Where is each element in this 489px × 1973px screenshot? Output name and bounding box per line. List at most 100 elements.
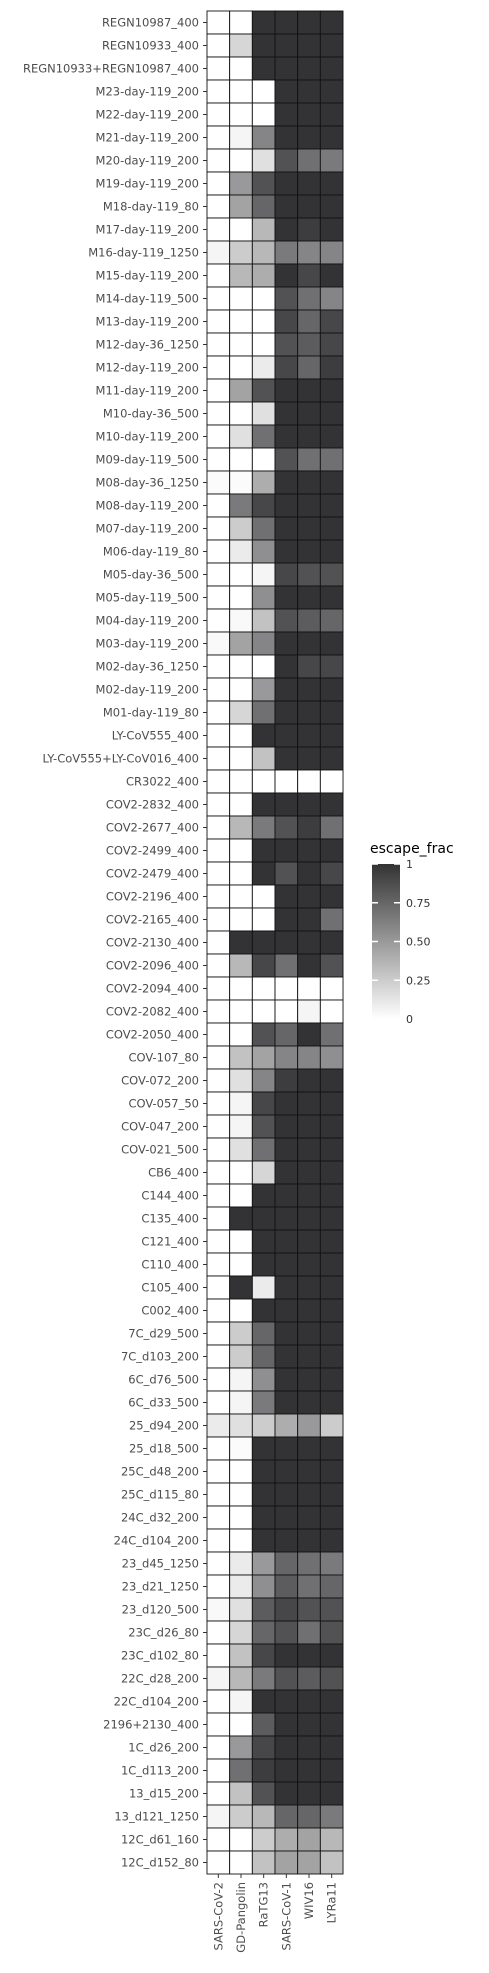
heatmap-cell [251, 1275, 276, 1300]
heatmap-cell [229, 493, 253, 518]
heatmap-cell [319, 1574, 344, 1599]
heatmap-cell [297, 1183, 321, 1208]
row-label: LY-CoV555+LY-CoV016_400 [43, 752, 199, 766]
heatmap-cell [319, 493, 344, 518]
heatmap-cell [206, 539, 231, 564]
heatmap-cell [274, 378, 299, 403]
heatmap-cell [297, 1413, 321, 1438]
heatmap-cell [206, 723, 231, 748]
heatmap-cell [206, 1482, 231, 1507]
heatmap-cell [319, 907, 344, 932]
heatmap-cell [206, 470, 231, 495]
heatmap-cell [274, 1505, 299, 1530]
heatmap-cell [297, 1298, 321, 1323]
heatmap-cell [274, 999, 299, 1024]
heatmap-cell [274, 608, 299, 633]
heatmap-cell [229, 1367, 253, 1392]
row-label: 25_d18_500 [129, 1442, 199, 1456]
heatmap-cell [274, 194, 299, 219]
heatmap-cell [319, 1321, 344, 1346]
heatmap-cell [274, 953, 299, 978]
heatmap-cell [206, 125, 231, 150]
row-label: COV-072_200 [121, 1074, 199, 1088]
row-label: 23C_d102_80 [121, 1649, 199, 1663]
heatmap-cell [319, 1781, 344, 1806]
heatmap-cell [251, 1482, 276, 1507]
heatmap-cell [319, 470, 344, 495]
heatmap-cell [319, 1344, 344, 1369]
heatmap-cell [297, 631, 321, 656]
heatmap-cell [274, 148, 299, 173]
row-label: COV2-2165_400 [106, 913, 199, 927]
heatmap-cell [206, 838, 231, 863]
heatmap-cell [274, 815, 299, 840]
heatmap-cell [274, 700, 299, 725]
heatmap-cell [229, 1275, 253, 1300]
row-label: M10-day-36_500 [103, 407, 199, 421]
heatmap-cell [251, 217, 276, 242]
heatmap-cell [251, 1597, 276, 1622]
heatmap-cell [251, 56, 276, 81]
heatmap-cell [229, 746, 253, 771]
heatmap-cell [206, 1689, 231, 1714]
heatmap-cell [297, 194, 321, 219]
heatmap-cell [229, 1666, 253, 1691]
heatmap-cell [319, 1804, 344, 1829]
heatmap-cell [251, 1252, 276, 1277]
heatmap-cell [274, 1413, 299, 1438]
row-label: COV2-2094_400 [106, 982, 199, 996]
heatmap-cell [251, 1804, 276, 1829]
heatmap-cell [274, 1252, 299, 1277]
heatmap-cell [251, 194, 276, 219]
heatmap-cell [319, 1712, 344, 1737]
heatmap-cell [206, 769, 231, 794]
row-label: 25C_d115_80 [121, 1488, 199, 1502]
heatmap-cell [251, 401, 276, 426]
heatmap-cell [297, 447, 321, 472]
heatmap-cell [274, 424, 299, 449]
heatmap-cell [297, 884, 321, 909]
heatmap-cell [297, 10, 321, 35]
heatmap-cell [251, 1781, 276, 1806]
heatmap-cell [274, 723, 299, 748]
heatmap-cell [319, 171, 344, 196]
row-label: 2196+2130_400 [103, 1718, 199, 1732]
heatmap-cell [229, 1344, 253, 1369]
heatmap-cell [206, 79, 231, 104]
row-label: M12-day-119_200 [96, 361, 199, 375]
row-label: COV-021_500 [121, 1143, 199, 1157]
legend-ticks: 1 0.75 0.50 0.25 0 [372, 858, 431, 1026]
heatmap-cell [319, 516, 344, 541]
heatmap-cell [274, 1321, 299, 1346]
heatmap-cell [319, 815, 344, 840]
heatmap-cell [319, 1689, 344, 1714]
row-label: 12C_d152_80 [121, 1856, 199, 1870]
heatmap-cell [297, 1850, 321, 1875]
heatmap-cell [297, 1597, 321, 1622]
heatmap-cell [319, 102, 344, 127]
heatmap-cell [251, 723, 276, 748]
row-label: COV2-2196_400 [106, 890, 199, 904]
heatmap-cell [251, 953, 276, 978]
heatmap-cell [319, 1367, 344, 1392]
heatmap-cell [206, 286, 231, 311]
heatmap-cell [274, 401, 299, 426]
heatmap-cell [274, 1735, 299, 1760]
row-label: C110_400 [141, 1258, 199, 1272]
row-label: M10-day-119_200 [96, 430, 199, 444]
heatmap-cell [297, 1114, 321, 1139]
column-label: SARS-CoV-2 [211, 1882, 225, 1951]
heatmap-cell [319, 1597, 344, 1622]
heatmap-cell [274, 1206, 299, 1231]
row-label: 12C_d61_160 [121, 1833, 199, 1847]
heatmap-cell [297, 1804, 321, 1829]
legend-tick-label: 0.75 [406, 897, 431, 910]
heatmap-cell [274, 1183, 299, 1208]
heatmap-cell [274, 1298, 299, 1323]
heatmap-cell [251, 769, 276, 794]
heatmap-cell [274, 79, 299, 104]
heatmap-cell [297, 608, 321, 633]
heatmap-cell [297, 838, 321, 863]
heatmap-cell [251, 1620, 276, 1645]
heatmap-cell [251, 1114, 276, 1139]
